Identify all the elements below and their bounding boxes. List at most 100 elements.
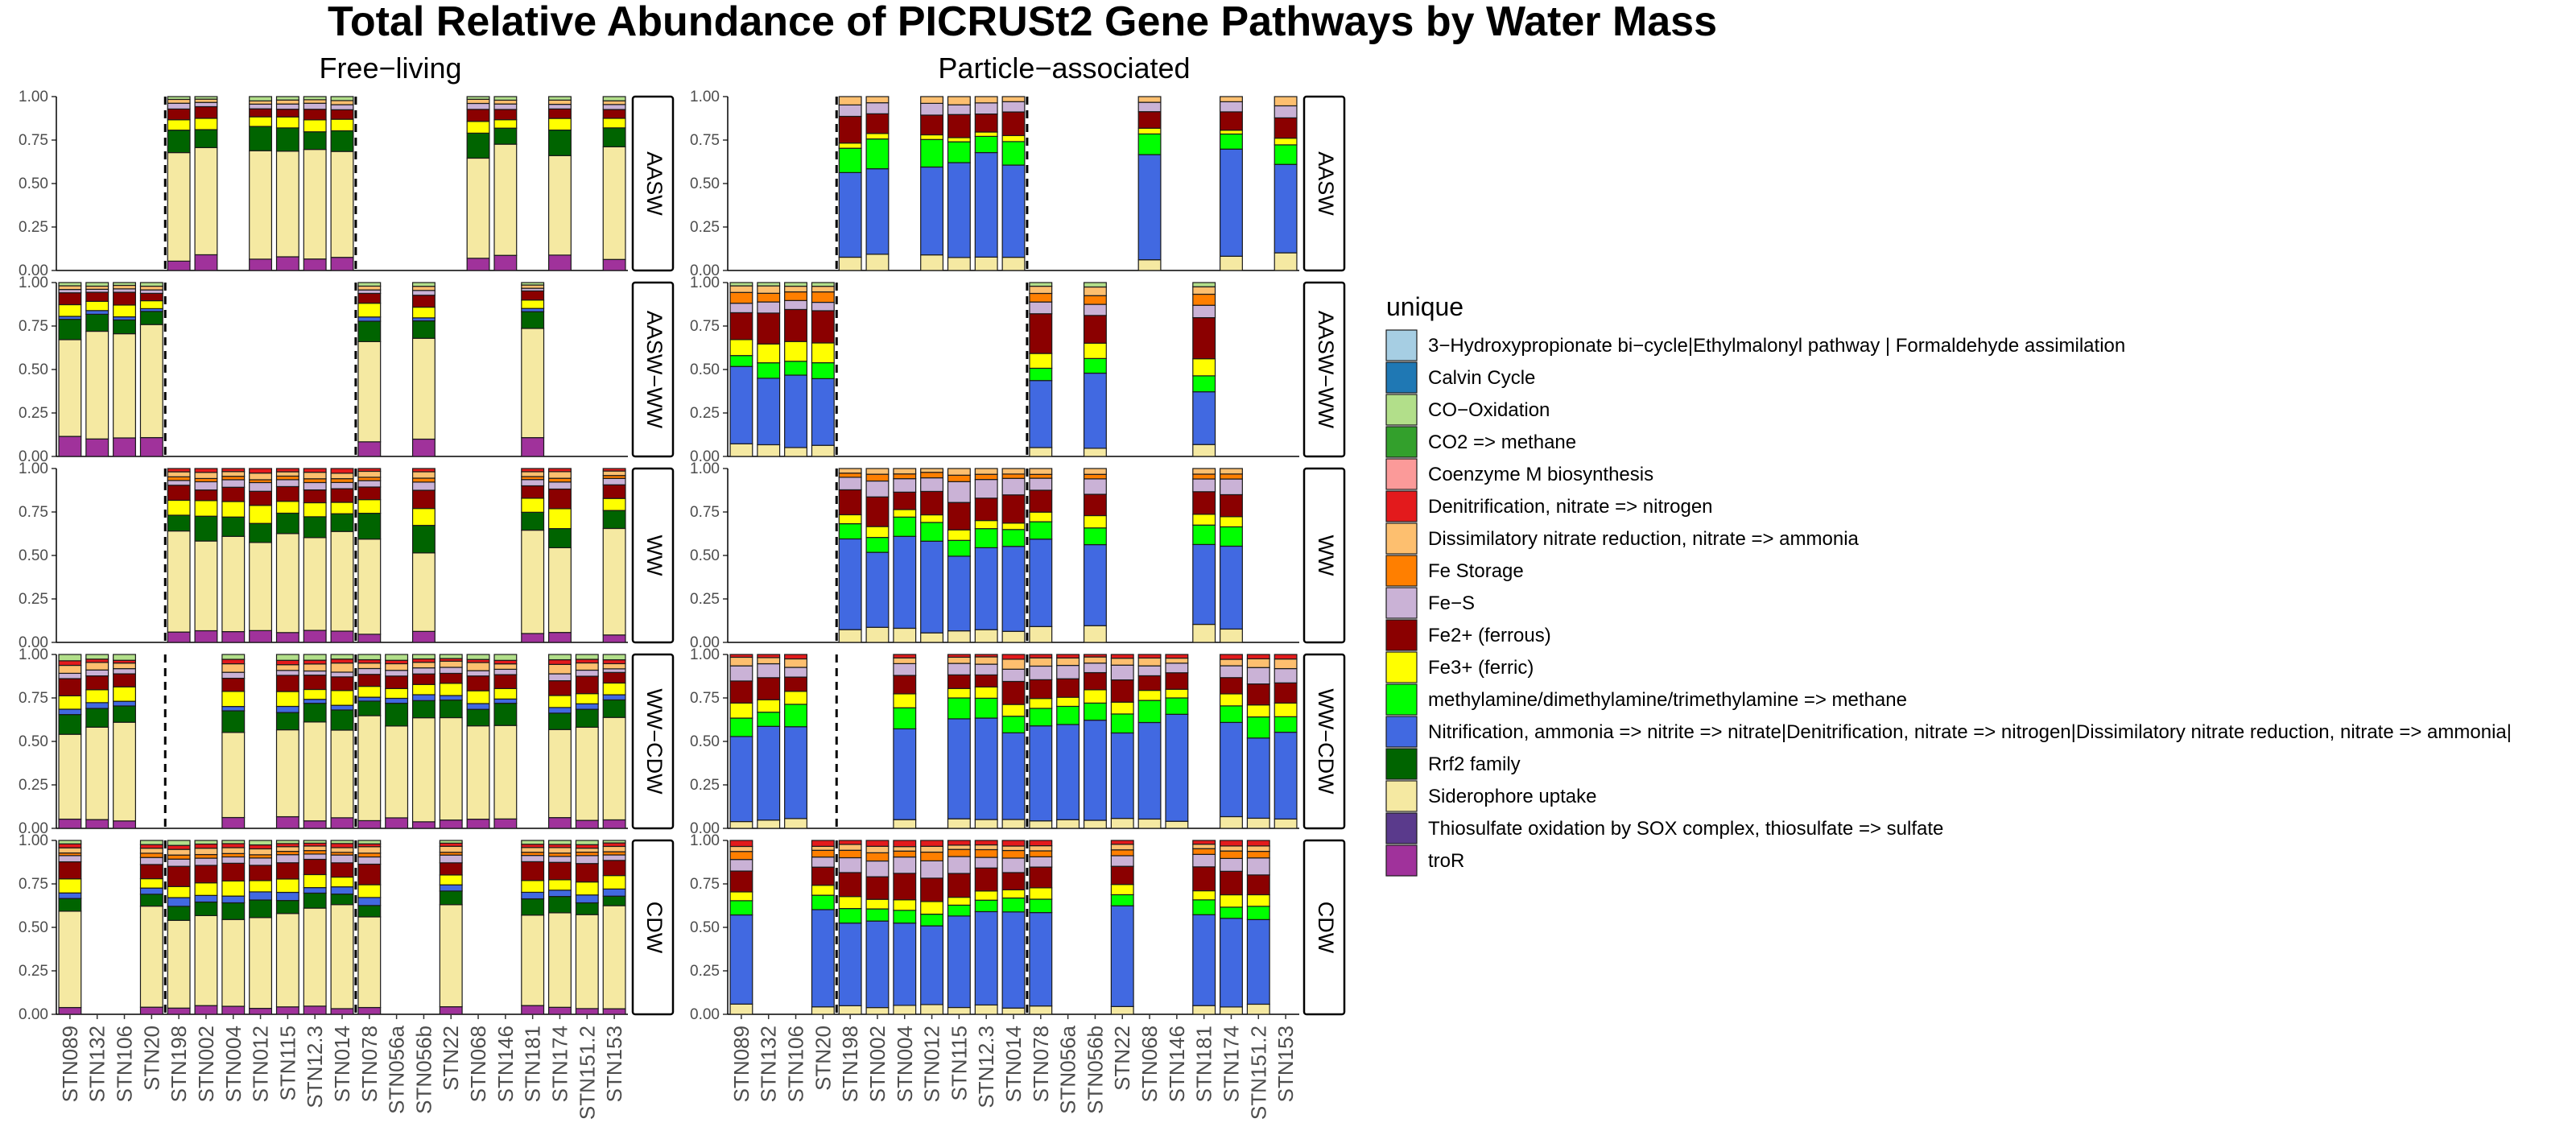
bar-segment-nitrification-ammonia-nitrite-nitrate-de [113, 700, 136, 707]
bar-segment-nitrification-ammonia-nitrite-nitrate-de [1029, 539, 1053, 627]
bar-segment-fe2-ferrous [275, 675, 299, 692]
bar-segment-co-oxidation [194, 96, 218, 100]
y-tick-label: 0.25 [19, 405, 48, 422]
bar-segment-dissimilatory-nitrate-reduction-nitrate- [784, 658, 807, 668]
bar-segment-fe-storage [1192, 848, 1216, 855]
bar-segment-fe-s [275, 670, 299, 676]
bar-segment-fe-storage [167, 854, 191, 860]
bar-segment-fe2-ferrous [548, 488, 572, 510]
legend-label: Coenzyme M biosynthesis [1428, 464, 1653, 485]
panel-particle-associated-aasw: 0.00 0.25 0.50 0.75 1.00 [690, 89, 1299, 279]
bar-segment-fe-s [167, 102, 191, 110]
panel-free-living-ww: 0.00 0.25 0.50 0.75 1.00 [19, 460, 628, 651]
bar-stn068 [1137, 654, 1162, 829]
bar-segment-fe-storage [893, 473, 917, 480]
bar-segment-fe3-ferric [602, 875, 626, 890]
bar-segment-fe2-ferrous [974, 674, 998, 687]
bar-segment-nitrification-ammonia-nitrite-nitrate-de [221, 895, 246, 904]
bar-segment-co-oxidation [548, 96, 572, 101]
bar-segment-dissimilatory-nitrate-reduction-nitrate- [221, 847, 246, 854]
bar-segment-fe3-ferric [275, 116, 299, 129]
bar-stn012 [249, 840, 273, 1015]
legend-label: Nitrification, ammonia => nitrite => nit… [1428, 721, 2512, 743]
bar-segment-rrf2-family [249, 899, 273, 919]
bar-stn198 [838, 468, 862, 643]
bar-segment-siderophore-uptake [1001, 1007, 1026, 1015]
bar-segment-dissimilatory-nitrate-reduction-nitrate- [275, 471, 299, 477]
bar-segment-fe2-ferrous [139, 864, 163, 880]
bar-segment-methylamine-dimethylamine-trimethylamine [1056, 705, 1080, 725]
x-tick-label: STN106 [113, 1026, 137, 1102]
bar-segment-nitrification-ammonia-nitrite-nitrate-de [275, 891, 299, 902]
legend-swatch [1385, 522, 1418, 555]
bar-segment-denitrification-nitrate-nitrogen [249, 844, 273, 850]
bar-segment-fe3-ferric [920, 901, 944, 915]
legend-label: 3−Hydroxypropionate bi−cycle|Ethylmalony… [1428, 335, 2125, 357]
bar-segment-fe3-ferric [947, 687, 971, 699]
legend-label: Fe−S [1428, 592, 1475, 614]
bar-segment-siderophore-uptake [275, 533, 299, 634]
bar-segment-tror [411, 630, 436, 643]
bar-segment-fe2-ferrous [330, 862, 354, 878]
bar-segment-fe2-ferrous [439, 862, 463, 876]
bar-segment-nitrification-ammonia-nitrite-nitrate-de [729, 365, 753, 444]
bar-segment-fe2-ferrous [757, 677, 781, 700]
strip-box [1302, 467, 1346, 644]
bar-segment-dissimilatory-nitrate-reduction-nitrate- [974, 656, 998, 665]
bar-segment-dissimilatory-nitrate-reduction-nitrate- [357, 470, 382, 478]
bar-stn004 [893, 468, 917, 643]
bar-segment-siderophore-uptake [303, 907, 327, 1007]
bar-segment-fe3-ferric [303, 688, 327, 700]
bar-segment-rrf2-family [411, 700, 436, 719]
bar-segment-siderophore-uptake [1220, 1006, 1243, 1015]
bar-segment-fe-s [784, 299, 807, 311]
bar-stn132 [757, 282, 781, 457]
bar-segment-co-oxidation [330, 654, 354, 660]
bar-segment-fe-s [439, 667, 463, 675]
bar-stn014 [330, 96, 354, 271]
bar-stn146 [493, 654, 518, 829]
bar-stn012 [920, 468, 944, 643]
bar-segment-dissimilatory-nitrate-reduction-nitrate- [920, 96, 944, 104]
bar-segment-fe-s [729, 859, 753, 872]
bar-segment-tror [575, 819, 599, 829]
bar-segment-fe-s [330, 671, 354, 678]
bar-segment-tror [167, 1007, 191, 1015]
bar-segment-co-oxidation [1029, 282, 1053, 287]
bar-segment-methylamine-dimethylamine-trimethylamine [1137, 133, 1162, 155]
bar-segment-co-oxidation [357, 840, 382, 844]
bar-segment-fe3-ferric [920, 134, 944, 140]
bar-segment-fe-s [920, 477, 944, 493]
bar-segment-rrf2-family [548, 129, 572, 156]
bar-stn181 [1192, 468, 1216, 643]
bar-segment-tror [602, 258, 626, 271]
bar-segment-denitrification-nitrate-nitrogen [1246, 654, 1270, 659]
bar-segment-fe-s [357, 667, 382, 675]
bar-segment-tror [330, 817, 354, 829]
bar-segment-siderophore-uptake [1001, 630, 1026, 643]
bar-segment-denitrification-nitrate-nitrogen [729, 840, 753, 848]
legend-swatch [1385, 555, 1418, 587]
bar-segment-methylamine-dimethylamine-trimethylamine [920, 522, 944, 542]
bar-stn056a [385, 654, 409, 829]
bar-segment-co-oxidation [221, 840, 246, 844]
bar-stn174 [548, 654, 572, 829]
bar-segment-nitrification-ammonia-nitrite-nitrate-de [729, 914, 753, 1005]
y-tick-label: 0.75 [19, 132, 48, 149]
x-tick-label: STN068 [1137, 1026, 1162, 1102]
bar-segment-dissimilatory-nitrate-reduction-nitrate- [1029, 844, 1053, 852]
bar-segment-siderophore-uptake [303, 721, 327, 822]
bar-segment-denitrification-nitrate-nitrogen [521, 468, 545, 473]
bar-segment-dissimilatory-nitrate-reduction-nitrate- [1001, 96, 1026, 102]
strip-box [1302, 653, 1346, 830]
bar-segment-methylamine-dimethylamine-trimethylamine [1110, 713, 1134, 734]
legend-item-coenzyme-m-biosynthesis: Coenzyme M biosynthesis [1385, 458, 1653, 490]
bar-segment-rrf2-family [249, 126, 273, 151]
bar-stn153 [602, 468, 626, 643]
bar-segment-fe3-ferric [521, 497, 545, 513]
bar-segment-methylamine-dimethylamine-trimethylamine [974, 899, 998, 913]
bar-segment-fe3-ferric [548, 118, 572, 131]
bar-segment-denitrification-nitrate-nitrogen [1110, 840, 1134, 845]
bar-segment-dissimilatory-nitrate-reduction-nitrate- [1220, 845, 1243, 852]
strip-ww-cdw: WW−CDW [1302, 653, 1346, 830]
